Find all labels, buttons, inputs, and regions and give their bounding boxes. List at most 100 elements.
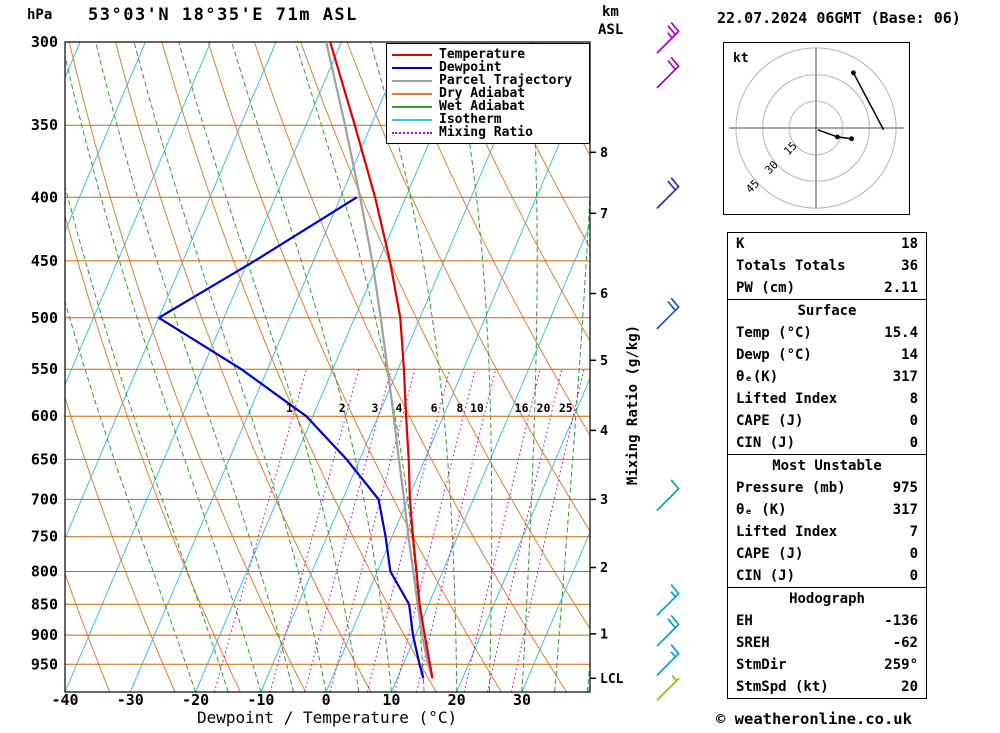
stat-value: 2.11	[884, 280, 918, 296]
mixing-ratio-axis-label: Mixing Ratio (g/kg)	[625, 325, 641, 485]
legend-line-swatch	[392, 92, 432, 95]
stat-value: 975	[892, 480, 918, 496]
pressure-tick-label: 850	[31, 595, 58, 613]
pressure-tick-label: 800	[31, 563, 58, 581]
legend-item: Temperature	[392, 48, 584, 61]
temp-tick-label: 30	[513, 691, 531, 709]
stat-label: Temp (°C)	[736, 325, 812, 341]
mixing-ratio-label: 2	[339, 401, 346, 415]
stat-label: SREH	[736, 635, 770, 651]
mixing-ratio-label: 10	[470, 401, 484, 415]
hodograph-ring	[788, 100, 844, 156]
copyright-link[interactable]: © weatheronline.co.uk	[716, 710, 912, 728]
series-dewpoint	[156, 196, 425, 679]
stat-value: 36	[901, 258, 918, 274]
stat-row: EH -136	[728, 610, 926, 632]
km-tick-label: 7	[600, 206, 608, 222]
wind-barb	[656, 675, 680, 701]
pressure-tick-label: 450	[31, 252, 58, 270]
stat-row: θₑ(K) 317	[728, 366, 926, 388]
pressure-tick-label: 700	[31, 490, 58, 508]
stat-row: CIN (J) 0	[728, 565, 926, 587]
stat-value: 15.4	[884, 325, 918, 341]
mixing-ratio-label: 16	[515, 401, 529, 415]
pressure-tick-label: 900	[31, 626, 58, 644]
pressure-axis-unit: hPa	[27, 7, 53, 23]
stat-value: 18	[901, 236, 918, 252]
pressure-tick-label: 750	[31, 528, 58, 546]
km-tick-label: 1	[600, 626, 608, 642]
wind-barb	[656, 479, 680, 511]
pressure-tick-label: 650	[31, 450, 58, 468]
temp-tick-label: -30	[117, 691, 144, 709]
sounding-curves	[156, 42, 434, 679]
hodograph-unit-label: kt	[733, 51, 749, 66]
stat-row: CAPE (J) 0	[728, 410, 926, 432]
pressure-tick-label: 550	[31, 360, 58, 378]
stat-value: -62	[892, 635, 918, 651]
km-tick-label: 5	[600, 353, 608, 369]
stat-row: CAPE (J) 0	[728, 543, 926, 565]
legend-item: Dry Adiabat	[392, 87, 584, 100]
hodograph-storm-line	[852, 72, 885, 131]
pressure-tick-label: 350	[31, 116, 58, 134]
legend-line-swatch	[392, 105, 432, 108]
stat-value: 20	[901, 679, 918, 695]
stat-label: Totals Totals	[736, 258, 846, 274]
legend-item-label: Dry Adiabat	[439, 86, 526, 101]
hodograph-dot	[849, 136, 854, 142]
indices-panel: K 18 Totals Totals 36 PW (cm) 2.11	[727, 232, 927, 300]
stat-row: StmDir 259°	[728, 654, 926, 676]
stat-row: Dewp (°C) 14	[728, 344, 926, 366]
wind-barb	[656, 177, 680, 209]
stat-row: PW (cm) 2.11	[728, 277, 926, 299]
km-tick-label: 2	[600, 560, 608, 576]
asl-axis-unit: ASL	[598, 22, 624, 38]
stat-value: 259°	[884, 657, 918, 673]
stat-row: θₑ (K) 317	[728, 499, 926, 521]
stat-label: PW (cm)	[736, 280, 796, 296]
stat-row: CIN (J) 0	[728, 432, 926, 454]
km-tick-label: 6	[600, 286, 608, 302]
wind-barb	[656, 56, 680, 89]
skewt-diagram: 1 2 3 4 6 8 10 16 20 2530035040045050055060065070…	[31, 22, 680, 709]
mixing-ratio-label: 20	[537, 401, 551, 415]
stat-value: -136	[884, 613, 918, 629]
legend-item: Isotherm	[392, 113, 584, 126]
wind-barb	[656, 644, 680, 676]
stat-row: Pressure (mb) 975	[728, 477, 926, 499]
km-axis-unit: km	[602, 4, 619, 20]
legend-item-label: Parcel Trajectory	[439, 73, 573, 88]
stat-label: Lifted Index	[736, 391, 838, 407]
stat-label: CIN (J)	[736, 568, 796, 584]
valid-datetime: 22.07.2024 06GMT (Base: 06)	[717, 9, 961, 27]
series-parcel-trajectory	[325, 42, 434, 679]
pressure-tick-label: 500	[31, 309, 58, 327]
legend-item: Parcel Trajectory	[392, 74, 584, 87]
stat-label: θₑ (K)	[736, 502, 787, 518]
stat-value: 0	[909, 435, 918, 451]
stat-label: CIN (J)	[736, 435, 796, 451]
stat-value: 317	[892, 369, 918, 385]
legend-item-label: Isotherm	[439, 112, 502, 127]
legend-item-label: Temperature	[439, 47, 526, 62]
wind-barb	[656, 615, 680, 647]
mixing-ratio-label: 4	[395, 401, 402, 415]
legend-line-swatch	[392, 131, 432, 134]
legend-item-label: Wet Adiabat	[439, 99, 526, 114]
stat-label: CAPE (J)	[736, 546, 804, 562]
legend-line-swatch	[392, 118, 432, 121]
stat-row: Temp (°C) 15.4	[728, 322, 926, 344]
skewt-background	[65, 42, 590, 692]
stat-value: 7	[909, 524, 918, 540]
station-title: 53°03'N 18°35'E 71m ASL	[88, 5, 358, 25]
hodograph-dot	[851, 70, 856, 76]
pressure-tick-label: 300	[31, 33, 58, 51]
temp-tick-label: 0	[322, 691, 331, 709]
legend-line-swatch	[392, 53, 432, 56]
stat-label: CAPE (J)	[736, 413, 804, 429]
temp-tick-label: 10	[382, 691, 400, 709]
plot-frame	[64, 41, 591, 693]
